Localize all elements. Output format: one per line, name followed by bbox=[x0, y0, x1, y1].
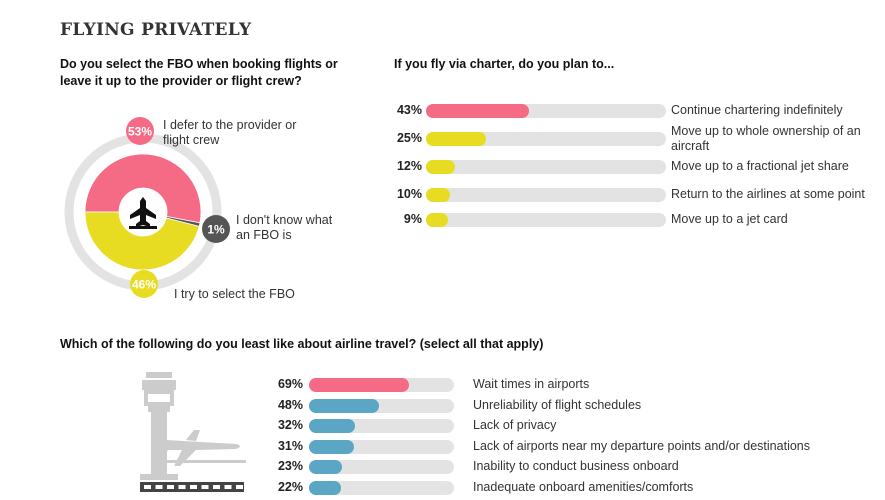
bar-row: 43% Continue chartering indefinitely bbox=[392, 102, 885, 120]
donut-value-marker bbox=[202, 215, 230, 243]
bar-track bbox=[309, 460, 454, 474]
bar-value-label: 22% bbox=[277, 479, 303, 494]
bar-value-label: 10% bbox=[396, 187, 422, 201]
bar-track bbox=[426, 104, 666, 118]
donut-label-defer: I defer to the provider or flight crew bbox=[163, 118, 297, 147]
bar-category-label: Continue chartering indefinitely bbox=[671, 103, 843, 117]
bar-row: 10% Return to the airlines at some point bbox=[392, 186, 885, 204]
donut-label-select: I try to select the FBO bbox=[174, 287, 295, 301]
bar-track bbox=[309, 419, 454, 433]
charter-question: If you fly via charter, do you plan to..… bbox=[394, 57, 615, 71]
bar-track bbox=[426, 213, 666, 227]
airplane-icon bbox=[129, 197, 157, 229]
bar-row: 9% Move up to a jet card bbox=[392, 211, 885, 229]
bar-value-label: 23% bbox=[277, 459, 303, 473]
bar-category-label: Move up to a jet card bbox=[671, 212, 788, 226]
bar-category-label: Inability to conduct business onboard bbox=[473, 459, 679, 473]
bar-value-label: 31% bbox=[277, 438, 303, 453]
bar bbox=[309, 439, 354, 454]
bar-value-label: 48% bbox=[277, 397, 303, 412]
bar-value-label: 25% bbox=[396, 131, 422, 145]
bar-row: 25% Move up to whole ownership of an airc… bbox=[392, 124, 885, 153]
bar-row: 23% Inability to conduct business onboard bbox=[273, 458, 885, 476]
donut-value-marker bbox=[130, 270, 158, 298]
bar-row: 69% Wait times in airports bbox=[273, 376, 885, 394]
bar bbox=[426, 104, 530, 118]
bar bbox=[309, 460, 343, 474]
bar-track bbox=[426, 160, 666, 174]
bar-track bbox=[309, 480, 454, 495]
bar-track bbox=[426, 132, 666, 146]
bar-track bbox=[309, 398, 454, 413]
bar-value-label: 69% bbox=[277, 377, 303, 391]
bar bbox=[309, 378, 410, 392]
bar-track bbox=[309, 378, 454, 392]
bar-category-label: Lack of airports near my departure point… bbox=[473, 438, 810, 453]
donut-label-dontknow: I don't know what an FBO is bbox=[236, 213, 333, 242]
bar-row: 31% Lack of airports near my departure po… bbox=[273, 438, 885, 456]
bar bbox=[309, 480, 341, 495]
bar-category-label: Inadequate onboard amenities/comforts bbox=[473, 479, 694, 494]
bar-value-label: 32% bbox=[277, 418, 303, 432]
bar-value-label: 43% bbox=[396, 103, 422, 117]
bar-row: 22% Inadequate onboard amenities/comforts bbox=[273, 479, 885, 497]
bar-category-label: Return to the airlines at some point bbox=[671, 187, 865, 201]
donut-value-label: 1% bbox=[207, 223, 225, 237]
bar bbox=[426, 132, 486, 146]
bar-track bbox=[426, 188, 666, 202]
donut-question: Do you select the FBO when booking fligh… bbox=[60, 57, 338, 88]
bar bbox=[309, 398, 379, 413]
bar-value-label: 9% bbox=[403, 212, 422, 226]
donut-value-label: 46% bbox=[132, 278, 156, 292]
airport-tower-icon bbox=[140, 372, 246, 492]
donut-value-label: 53% bbox=[128, 125, 152, 139]
bar bbox=[426, 160, 455, 174]
airline-question: Which of the following do you least like… bbox=[60, 337, 544, 351]
bar-row: 12% Move up to a fractional jet share bbox=[392, 158, 885, 176]
bar bbox=[426, 188, 450, 202]
bar-category-label: Unreliability of flight schedules bbox=[473, 397, 642, 412]
bar-track bbox=[309, 439, 454, 454]
bar-value-label: 12% bbox=[396, 159, 422, 173]
donut-value-marker bbox=[126, 117, 154, 145]
bar bbox=[426, 213, 448, 227]
bar-row: 48% Unreliability of flight schedules bbox=[273, 397, 885, 415]
bar-category-label: Wait times in airports bbox=[473, 377, 590, 391]
bar-category-label: Lack of privacy bbox=[473, 418, 557, 432]
bar-row: 32% Lack of privacy bbox=[273, 417, 885, 435]
page-title: FLYING PRIVATELY bbox=[60, 20, 252, 40]
bar-category-label: Move up to whole ownership of an aircraf… bbox=[671, 124, 861, 153]
fbo-donut-chart: 53% 1% 46% bbox=[64, 117, 230, 298]
bar bbox=[309, 419, 356, 433]
bar-category-label: Move up to a fractional jet share bbox=[671, 159, 849, 173]
